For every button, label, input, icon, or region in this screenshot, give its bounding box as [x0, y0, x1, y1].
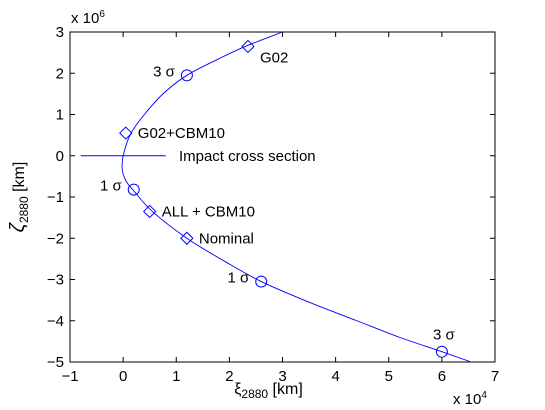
sigma-circle-marker	[435, 345, 448, 358]
impact-cross-section-label: Impact cross section	[179, 148, 316, 165]
marker-label: G02	[260, 49, 288, 66]
x-tick-label: −1	[61, 368, 78, 385]
solution-diamond-marker	[119, 126, 133, 140]
y-tick-label: −4	[47, 313, 64, 330]
x-tick-label: 0	[119, 368, 127, 385]
axes: −1 0 1 2 3 4 5 6 7 −5 −4 −3 −2 −1 0 1 2 3	[47, 24, 499, 385]
y-axis-label: ζ2880 [km]	[7, 162, 31, 233]
y-tick-label: 3	[56, 24, 64, 41]
x-tick-label: 1	[172, 368, 180, 385]
x-tick-label: 7	[491, 368, 499, 385]
x-tick-label: 2	[225, 368, 233, 385]
sigma-circle-marker	[255, 275, 268, 288]
marker-label: Nominal	[199, 230, 254, 247]
marker-label: G02+CBM10	[138, 125, 225, 142]
y-tick-label: −3	[47, 272, 64, 289]
x-tick-label: 4	[331, 368, 339, 385]
marker-label: 3 σ	[433, 327, 456, 344]
marker-label: 1 σ	[227, 270, 250, 287]
sigma-circle-marker	[127, 183, 140, 196]
labels: x 106 x 104 ξ2880 [km] ζ2880 [km]	[7, 9, 487, 408]
y-tick-label: −2	[47, 230, 64, 247]
orbit-curve	[121, 31, 472, 363]
y-axis-multiplier: x 106	[71, 9, 105, 27]
marker-label: 3 σ	[153, 63, 176, 80]
x-tick-label: 3	[278, 368, 286, 385]
solution-diamond-marker	[142, 204, 157, 219]
x-tick-label: 5	[385, 368, 393, 385]
marker-label: 1 σ	[100, 178, 123, 195]
marker-label: ALL + CBM10	[162, 203, 255, 220]
x-axis-label: ξ2880 [km]	[234, 381, 303, 401]
plot-area: Impact cross section G02 3 σ G02+CBM10 1 σ AL…	[80, 31, 472, 363]
y-tick-label: 2	[56, 65, 64, 82]
sigma-circle-marker	[180, 69, 193, 82]
solution-diamond-marker	[180, 231, 194, 245]
y-tick-label: 1	[56, 107, 64, 124]
y-tick-label: −1	[47, 189, 64, 206]
y-tick-label: 0	[56, 148, 64, 165]
x-tick-label: 6	[438, 368, 446, 385]
y-tick-label: −5	[47, 354, 64, 371]
plot-frame	[69, 31, 496, 363]
x-axis-multiplier: x 104	[453, 390, 487, 408]
solution-diamond-marker	[241, 39, 255, 54]
